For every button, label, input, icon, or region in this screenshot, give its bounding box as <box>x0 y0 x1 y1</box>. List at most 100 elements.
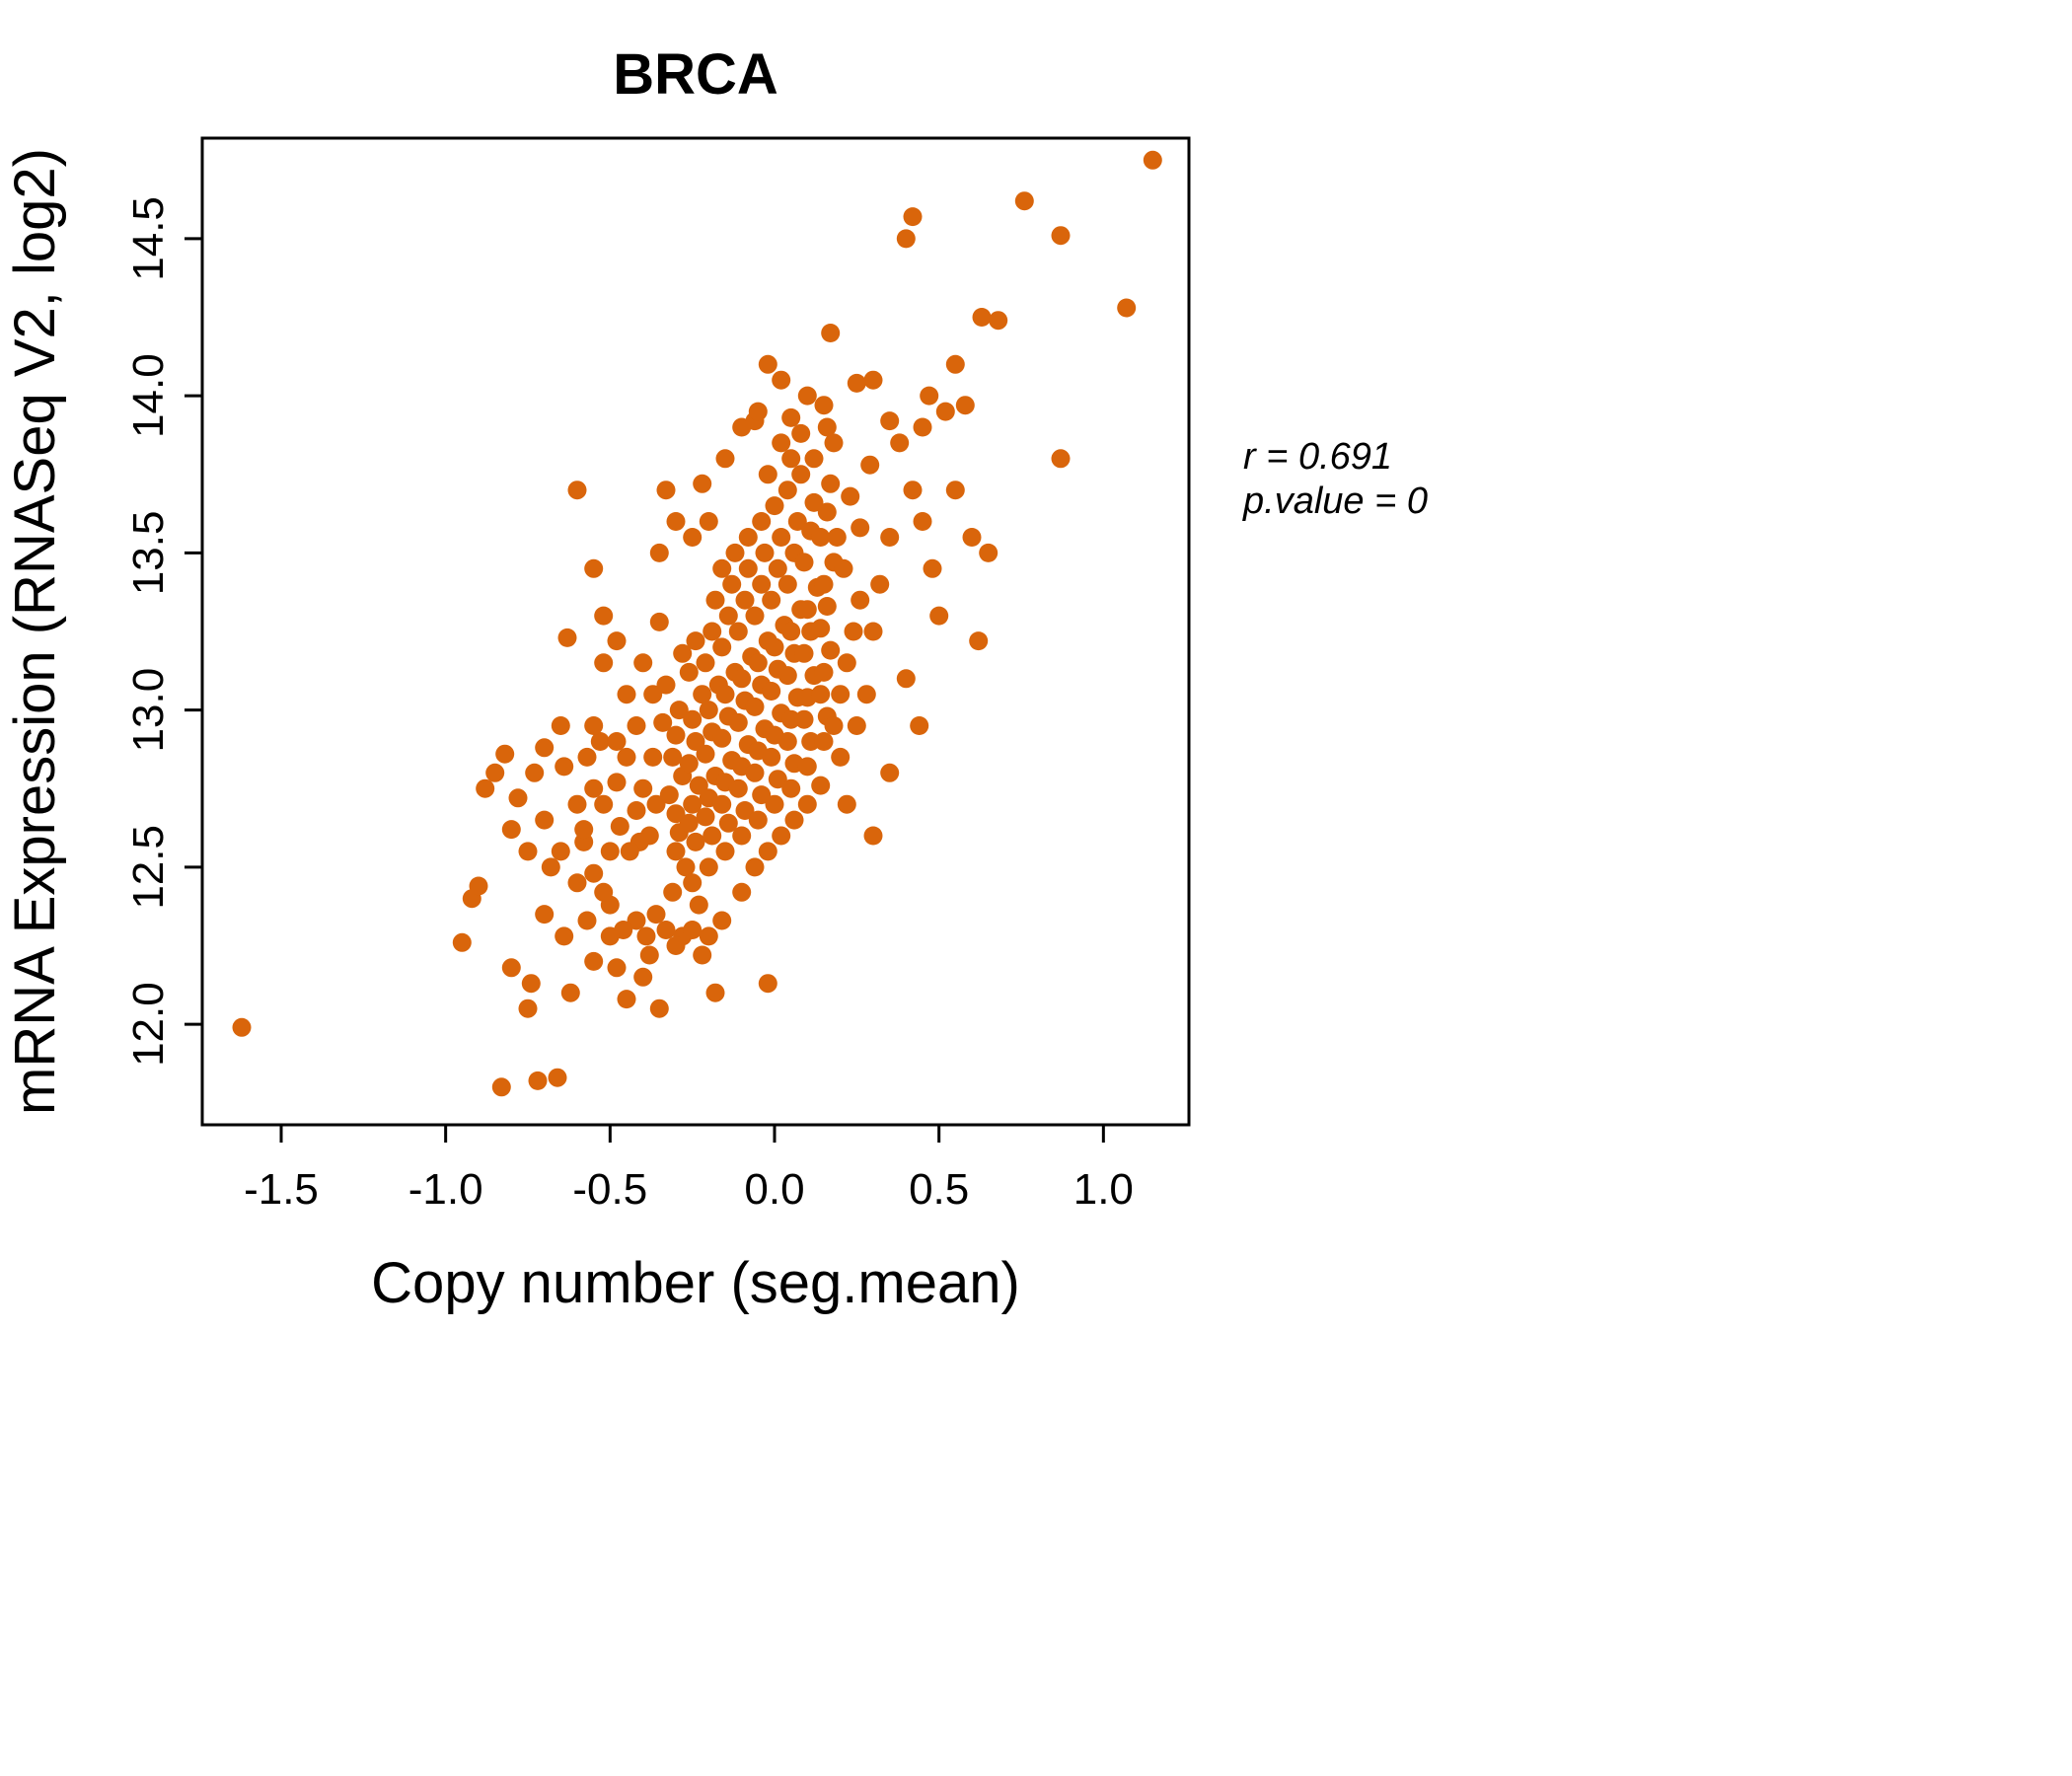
data-point <box>699 512 718 531</box>
y-tick-label: 14.5 <box>124 196 173 281</box>
y-axis-label: mRNA Expression (RNASeq V2, log2) <box>3 148 67 1115</box>
data-point <box>758 465 777 484</box>
data-point <box>620 842 639 861</box>
data-point <box>649 999 669 1018</box>
data-point <box>722 574 742 594</box>
data-point <box>715 685 735 704</box>
data-point <box>683 921 703 939</box>
data-point <box>476 778 495 798</box>
data-point <box>748 810 768 830</box>
data-point <box>491 1077 511 1097</box>
data-point <box>567 873 587 893</box>
data-point <box>712 637 732 657</box>
data-point <box>535 738 555 758</box>
data-point <box>676 857 696 877</box>
x-tick-label: 1.0 <box>1073 1165 1134 1214</box>
data-point <box>821 324 841 342</box>
data-point <box>870 574 890 594</box>
data-point <box>969 631 989 651</box>
data-point <box>765 794 784 814</box>
data-point <box>485 763 505 782</box>
data-point <box>712 558 732 578</box>
data-point <box>1051 449 1071 469</box>
data-point <box>752 785 772 805</box>
data-point <box>689 776 708 795</box>
data-point <box>863 370 883 390</box>
data-point <box>594 606 614 626</box>
data-point <box>837 653 856 673</box>
data-point <box>811 528 831 547</box>
x-axis-label: Copy number (seg.mean) <box>371 1251 1020 1315</box>
data-point <box>801 732 821 751</box>
data-point <box>643 747 663 767</box>
data-point <box>772 528 791 547</box>
data-point <box>811 685 831 704</box>
data-point <box>548 1068 567 1087</box>
x-tick-label: 0.5 <box>909 1165 969 1214</box>
data-point <box>551 716 570 735</box>
data-point <box>643 685 663 704</box>
data-point <box>945 354 965 374</box>
data-point <box>696 807 715 827</box>
data-point <box>880 763 900 782</box>
data-point <box>557 628 577 647</box>
data-point <box>817 502 837 522</box>
data-point <box>679 662 699 682</box>
data-point <box>1014 191 1034 211</box>
data-point <box>679 813 699 833</box>
y-axis-ticks: 12.0 12.5 13.0 13.5 14.0 14.5 <box>124 196 202 1067</box>
data-point <box>860 455 880 475</box>
data-point <box>535 905 555 925</box>
data-point <box>762 682 781 701</box>
data-point <box>705 590 725 610</box>
data-point <box>738 558 758 578</box>
data-point <box>528 1071 548 1090</box>
data-point <box>896 229 916 249</box>
data-point <box>728 778 748 798</box>
y-tick-label: 12.5 <box>124 825 173 910</box>
data-point <box>863 826 883 846</box>
data-point <box>735 801 755 820</box>
y-tick-label: 13.0 <box>124 668 173 753</box>
data-point <box>745 606 765 626</box>
data-point <box>617 685 636 704</box>
data-point <box>732 882 752 902</box>
data-point <box>718 813 738 833</box>
data-point <box>863 622 883 641</box>
data-point <box>955 396 975 415</box>
data-point <box>787 512 807 531</box>
data-point <box>683 528 703 547</box>
data-point <box>745 857 765 877</box>
data-point <box>656 481 676 500</box>
data-point <box>772 433 791 453</box>
data-point <box>518 999 538 1018</box>
data-point <box>567 481 587 500</box>
p-value-text: p.value = 0 <box>1242 481 1428 522</box>
data-point <box>666 725 686 745</box>
data-point <box>831 685 851 704</box>
data-point <box>732 669 752 689</box>
data-point <box>762 590 781 610</box>
data-point <box>979 543 999 562</box>
data-point <box>696 653 715 673</box>
data-point <box>903 481 923 500</box>
chart-title: BRCA <box>613 42 778 107</box>
y-tick-label: 14.0 <box>124 353 173 438</box>
data-point <box>781 407 801 427</box>
data-point <box>649 612 669 631</box>
data-point <box>880 528 900 547</box>
data-point <box>804 492 824 512</box>
data-point <box>929 606 949 626</box>
data-point <box>567 794 587 814</box>
data-point <box>794 643 814 663</box>
x-tick-label: -1.5 <box>244 1165 319 1214</box>
data-point <box>903 207 923 227</box>
data-point <box>683 709 703 729</box>
data-point <box>797 757 817 777</box>
data-point <box>636 926 656 946</box>
data-point <box>669 701 689 720</box>
data-point <box>797 386 817 406</box>
data-point <box>814 662 834 682</box>
data-point <box>693 474 712 493</box>
